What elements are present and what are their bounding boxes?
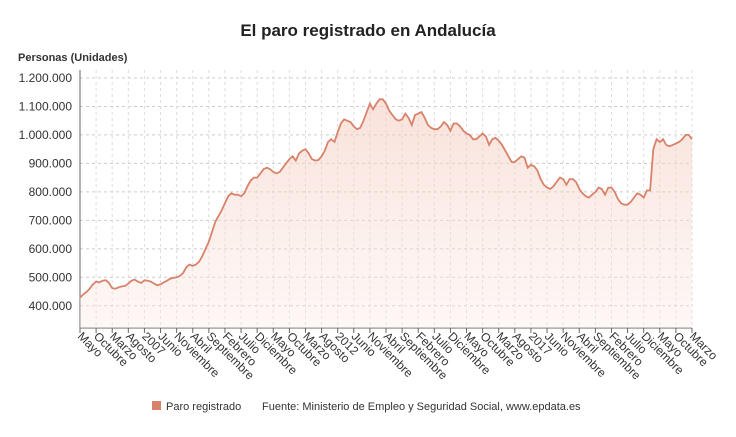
y-tick-label: 1.000.000 <box>19 128 73 142</box>
y-tick-label: 500.000 <box>29 270 73 284</box>
line <box>79 98 693 299</box>
chart-title: El paro registrado en Andalucía <box>240 21 496 40</box>
y-tick-label: 1.100.000 <box>19 99 73 113</box>
y-tick-label: 700.000 <box>29 213 73 227</box>
legend-label: Paro registrado <box>166 401 241 413</box>
y-tick-label: 800.000 <box>29 185 73 199</box>
y-tick-label: 900.000 <box>29 156 73 170</box>
y-tick-label: 1.200.000 <box>19 71 73 85</box>
legend-swatch <box>152 401 161 410</box>
y-tick-label: 400.000 <box>29 299 73 313</box>
area <box>80 99 692 328</box>
y-axis-label: Personas (Unidades) <box>18 52 128 64</box>
y-tick-label: 600.000 <box>29 242 73 256</box>
source: Fuente: Ministerio de Empleo y Seguridad… <box>262 401 581 413</box>
